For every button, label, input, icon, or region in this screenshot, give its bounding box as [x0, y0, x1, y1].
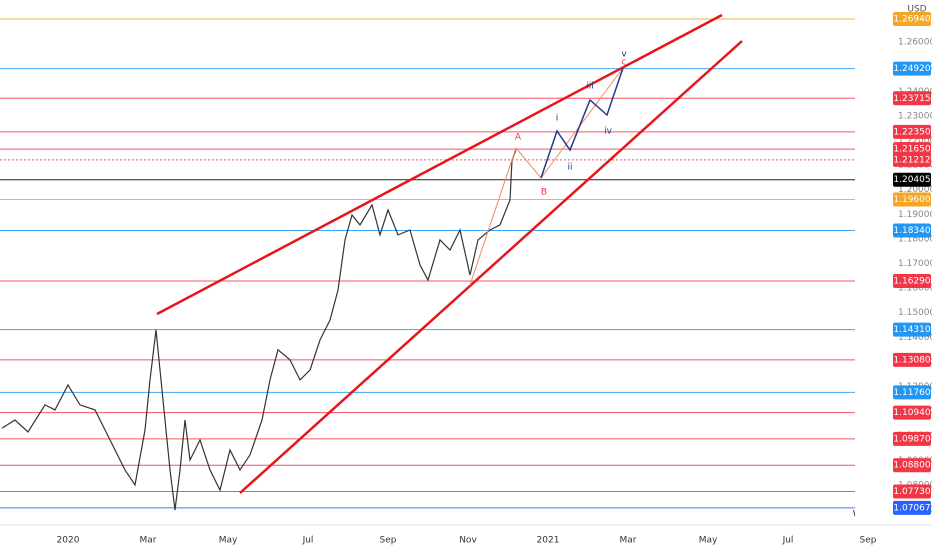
- y-tick-label: 1.26000: [898, 38, 932, 48]
- wave-label: i: [556, 114, 559, 124]
- price-label-box: [893, 192, 931, 207]
- price-label: 1.16290: [893, 276, 930, 286]
- abc-path: [469, 67, 624, 286]
- price-line: [1, 149, 517, 511]
- price-label-box: [893, 458, 931, 473]
- x-tick-label: May: [699, 536, 718, 546]
- x-tick-label: May: [219, 536, 238, 546]
- wave-label: iv: [604, 127, 613, 137]
- price-label-box: [893, 152, 931, 167]
- price-label: 1.07730: [893, 487, 930, 497]
- price-label: 1.10940: [893, 408, 930, 418]
- wave-label: A: [515, 133, 522, 143]
- price-label-box: [893, 484, 931, 499]
- price-label-box: [893, 61, 931, 76]
- lower-trendline: [239, 40, 743, 494]
- price-label: 1.09870: [893, 434, 930, 444]
- y-tick-label: 1.23000: [898, 111, 932, 121]
- price-label: 1.08800: [893, 461, 930, 471]
- x-tick-label: 2020: [57, 536, 80, 546]
- price-label: 1.13080: [893, 355, 930, 365]
- price-label-box: [893, 431, 931, 446]
- y-tick-label: 1.14000: [898, 333, 932, 343]
- wave-label: iii: [586, 82, 594, 92]
- price-label: 1.19600: [893, 195, 930, 205]
- x-tick-label: Sep: [380, 536, 397, 546]
- price-label-box: [893, 385, 931, 400]
- price-label: 1.23715: [893, 94, 930, 104]
- price-label: 1.07067: [893, 503, 930, 513]
- price-label: 1.14310: [893, 325, 930, 335]
- price-label-box: [893, 273, 931, 288]
- price-label-box: [893, 352, 931, 367]
- price-label-box: [893, 91, 931, 106]
- upper-trendline: [156, 13, 723, 316]
- price-label-box: [893, 500, 931, 515]
- wave-label: ii: [567, 163, 572, 173]
- y-tick-label: 1.17000: [898, 259, 932, 269]
- price-label: 1.18340: [893, 226, 930, 236]
- y-tick-label: 1.18000: [898, 234, 932, 244]
- x-tick-label: Mar: [140, 536, 157, 546]
- axis: 1.070001.080001.090001.100001.110001.120…: [57, 11, 932, 546]
- x-tick-label: Jul: [302, 536, 314, 546]
- price-label: 1.26940: [893, 14, 930, 24]
- wave-label: B: [541, 188, 547, 198]
- price-label-box: [893, 405, 931, 420]
- wave-path: [540, 67, 624, 179]
- price-label: 1.21212: [893, 155, 930, 165]
- y-tick-label: 1.20000: [898, 185, 932, 195]
- currency: USD: [907, 5, 926, 15]
- price-label-box: [893, 142, 931, 157]
- x-tick-label: Sep: [860, 536, 877, 546]
- price-label: 1.21650: [893, 145, 930, 155]
- price-label-box: [893, 172, 931, 187]
- y-tick-label: 1.19000: [898, 210, 932, 220]
- price-label-box: [893, 124, 931, 139]
- price-label-box: [893, 322, 931, 337]
- wave-label: c: [622, 58, 627, 68]
- price-label-box: [893, 223, 931, 238]
- y-tick-label: 1.16000: [898, 284, 932, 294]
- x-tick-label: Mar: [620, 536, 637, 546]
- y-tick-label: 1.22000: [898, 136, 932, 146]
- price-label: 1.24920: [893, 64, 930, 74]
- price-label: 1.11760: [893, 388, 930, 398]
- price-label: 1.22350: [893, 127, 930, 137]
- x-tick-label: Nov: [459, 536, 477, 546]
- y-tick-label: 1.15000: [898, 308, 932, 318]
- x-tick-label: 2021: [537, 536, 560, 546]
- wave-label: v: [621, 50, 627, 60]
- price-label: 1.20405: [893, 175, 930, 185]
- x-tick-label: Jul: [782, 536, 794, 546]
- price-label-box: [893, 11, 931, 26]
